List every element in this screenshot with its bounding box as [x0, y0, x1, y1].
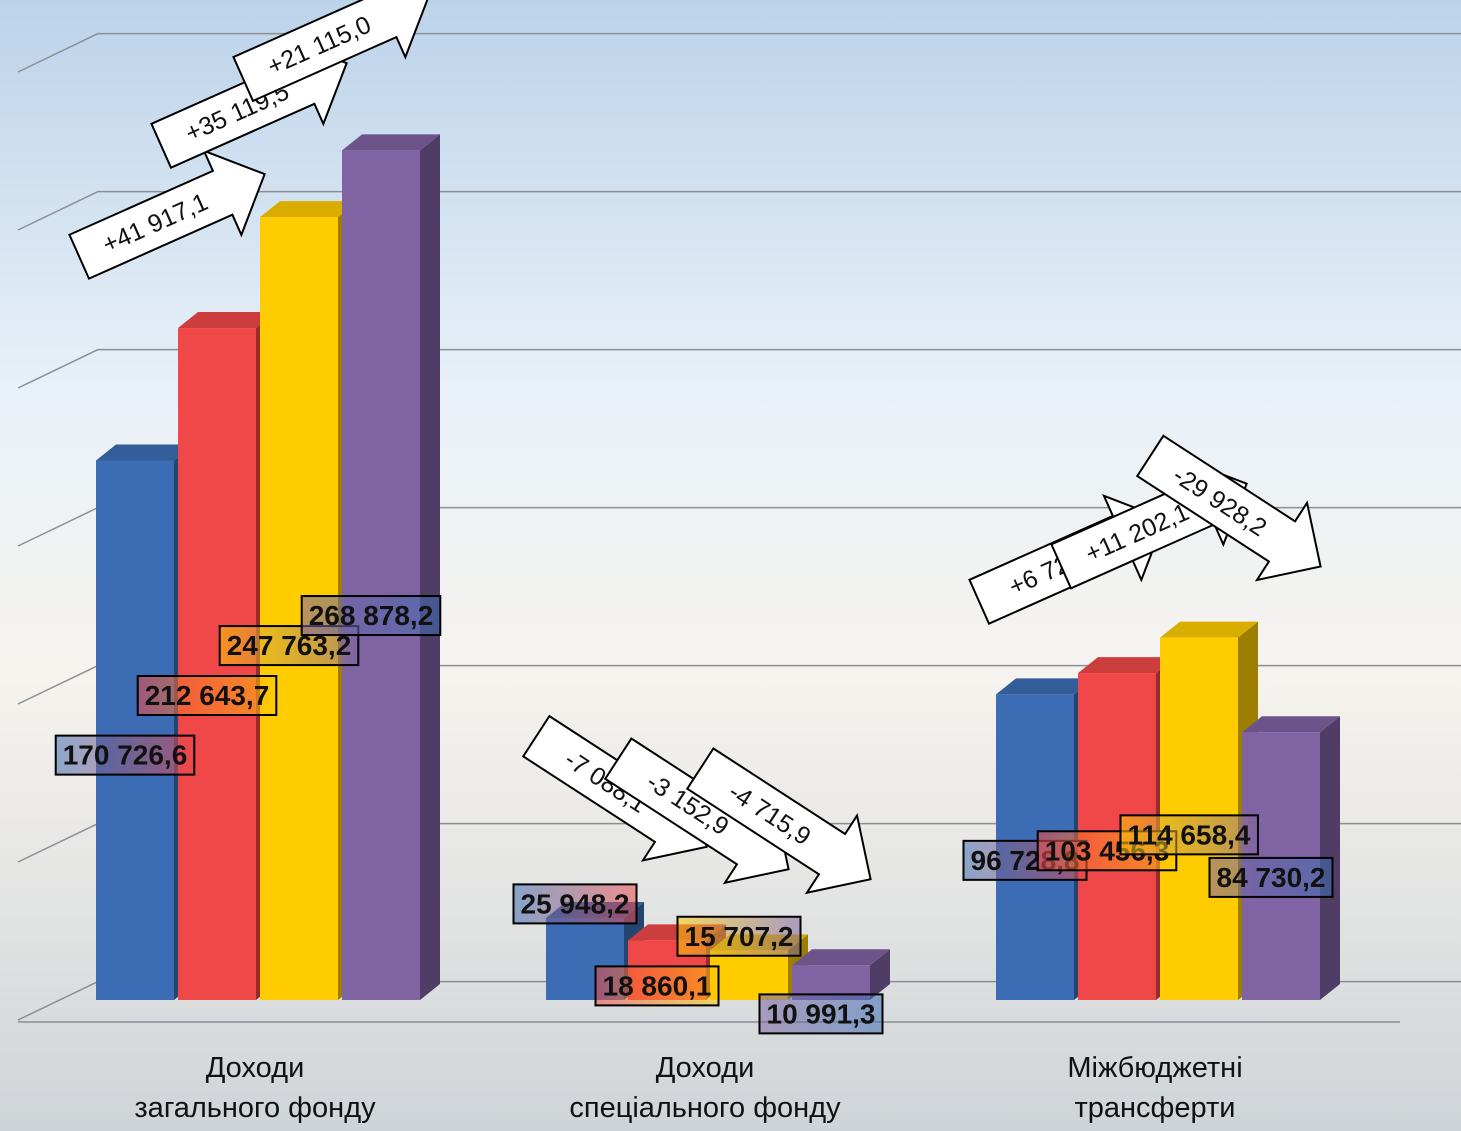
value-label: 212 643,7	[145, 680, 270, 711]
value-label-box: 114 658,4	[1119, 814, 1259, 856]
value-label-box: 212 643,7	[136, 675, 278, 717]
bar-top	[96, 444, 194, 461]
bar-top	[260, 201, 358, 218]
grid-line	[17, 32, 1461, 73]
value-label-box: 10 991,3	[758, 993, 884, 1035]
grid-side	[17, 190, 99, 231]
bar-top	[178, 312, 276, 329]
label-bg	[136, 675, 278, 717]
bar-front	[342, 150, 420, 1000]
grid-side	[17, 348, 99, 389]
bar-top	[342, 134, 440, 151]
grid-side	[17, 980, 99, 1021]
bar-top	[1078, 657, 1176, 674]
bar-side	[870, 949, 890, 1000]
x-tick-label: Доходи загального фонду	[134, 1052, 376, 1124]
bar-side	[420, 134, 440, 1000]
grid-line	[17, 190, 1461, 231]
arrow-shape	[1135, 434, 1322, 582]
arrow-shape	[68, 149, 266, 280]
label-bg	[54, 734, 196, 776]
bar	[342, 134, 440, 1000]
label-bg	[594, 965, 720, 1007]
label-bg	[300, 595, 442, 637]
value-label: 268 878,2	[309, 600, 434, 631]
x-tick-label: Доходи спеціального фонду	[569, 1052, 841, 1124]
value-label: 84 730,2	[1217, 862, 1326, 893]
value-label-box: 25 948,2	[512, 883, 638, 925]
bar	[792, 949, 890, 1000]
value-label: 18 860,1	[603, 970, 712, 1001]
grid-side	[17, 506, 99, 547]
value-label-box: 18 860,1	[594, 965, 720, 1007]
value-label: 114 658,4	[1127, 819, 1250, 850]
label-bg	[758, 993, 884, 1035]
bar-front	[96, 460, 174, 1001]
x-tick-label: Міжбюджетні трансферти	[1067, 1052, 1243, 1124]
value-label: 10 991,3	[767, 998, 876, 1029]
arrow-shape	[685, 747, 872, 895]
value-label: 170 726,6	[63, 740, 188, 771]
value-label: 25 948,2	[521, 888, 630, 919]
bar-top	[792, 949, 890, 966]
value-label-box: 170 726,6	[54, 734, 196, 776]
bar-top	[1242, 716, 1340, 733]
bar-top	[1160, 621, 1258, 638]
value-label-box: 84 730,2	[1208, 856, 1334, 898]
bar-front	[710, 950, 788, 1000]
label-bg	[1119, 814, 1259, 856]
arrow-shape	[232, 0, 430, 103]
grid-side	[17, 32, 99, 73]
grid-side	[17, 664, 99, 705]
grid-side	[17, 822, 99, 863]
label-bg	[512, 883, 638, 925]
label-bg	[1208, 856, 1334, 898]
value-label: 15 707,2	[685, 921, 794, 952]
value-label-box: 268 878,2	[300, 595, 442, 637]
label-bg	[676, 915, 802, 957]
bar-top	[996, 678, 1094, 695]
value-label-box: 15 707,2	[676, 915, 802, 957]
